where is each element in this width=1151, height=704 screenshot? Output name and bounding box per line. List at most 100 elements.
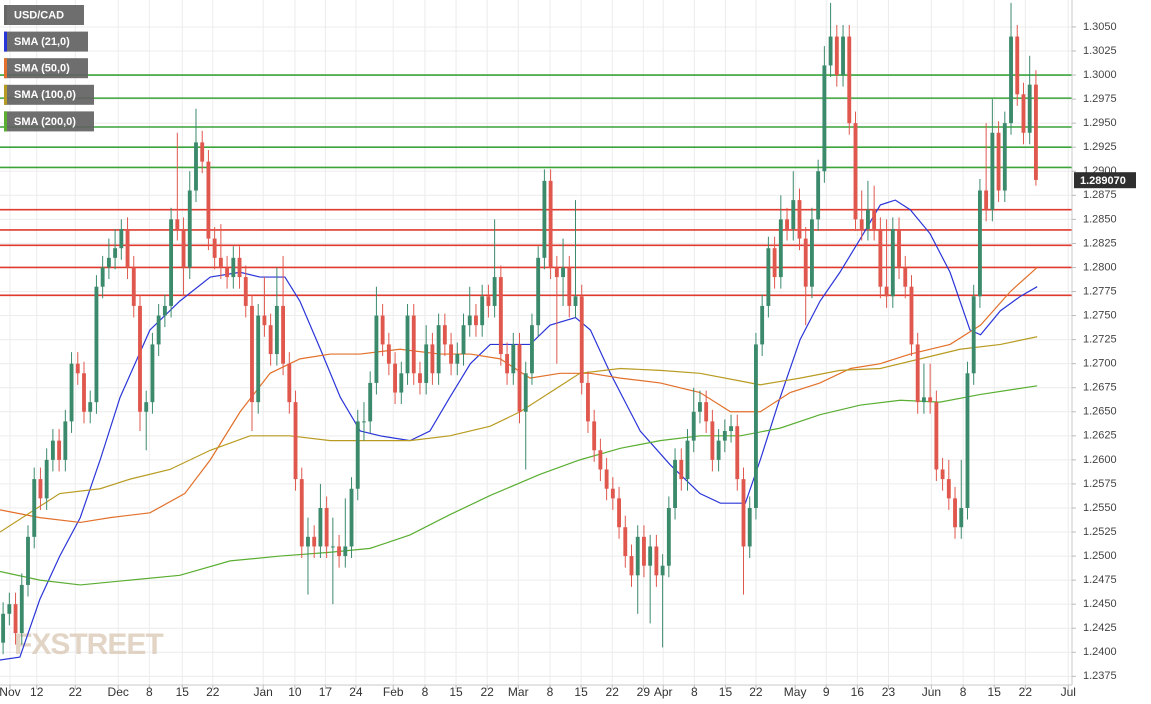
candle-body [797,200,802,239]
y-tick-label: 1.2725 [1083,334,1117,346]
candle-body [63,421,68,460]
candle-body [1015,36,1020,95]
x-tick-label: 15 [574,685,588,699]
candle-body [418,373,422,383]
y-tick-label: 1.2775 [1083,285,1117,297]
candle-body [299,479,304,547]
last-price-label: 1.289070 [1080,175,1126,187]
x-tick-label: Apr [654,685,673,699]
candle-body [666,507,671,566]
candle-body [685,440,690,480]
candle-body [610,488,615,499]
candle-body [554,267,559,278]
legend-box [4,84,94,105]
candle-body [492,277,497,306]
x-tick-label: 12 [30,685,44,699]
candle-body [293,402,298,480]
candle-body [100,267,105,287]
candle-body [953,498,957,528]
candle-body [841,36,845,76]
candle-body [181,228,186,268]
candle-body [125,228,130,268]
candle-body [355,421,360,489]
candle-body [654,546,659,576]
candle-body [673,459,677,508]
candle-body [318,507,323,547]
candle-body [579,296,584,383]
y-tick-label: 1.2675 [1083,382,1117,394]
candle-body [94,286,99,403]
candle-body [872,209,877,229]
x-tick-label: Dec [108,685,129,699]
candle-body [890,228,895,297]
candle-body [337,546,342,557]
candle-body [642,536,646,566]
candle-body [32,479,37,537]
y-tick-label: 1.3025 [1083,45,1117,57]
y-tick-label: 1.2450 [1083,598,1117,610]
legend-label: SMA (50,0) [14,63,70,75]
candle-body [131,267,136,306]
candle-body [592,421,597,451]
y-tick-label: 1.2825 [1083,237,1117,249]
candle-body [816,171,821,220]
last-price-box [1074,172,1136,189]
y-tick-label: 1.2575 [1083,478,1117,490]
candle-body [946,479,951,499]
watermark: FXSTREET [14,628,163,661]
legend-swatch [4,31,7,52]
candle-body [704,402,709,422]
y-tick-label: 1.2700 [1083,358,1117,370]
candle-body [928,397,933,403]
x-tick-label: 23 [882,685,896,699]
candle-body [1021,94,1026,133]
sma-line [0,385,1038,586]
legend-box [4,5,84,25]
candle-body [536,257,541,326]
candle-body [884,286,889,297]
candle-body [803,238,808,287]
y-tick-label: 1.2400 [1083,646,1117,658]
y-tick-label: 1.2950 [1083,117,1117,129]
x-tick-label: 24 [349,685,363,699]
candle-body [1009,36,1013,124]
candle-body [623,527,628,557]
candle-body [859,219,864,229]
candle-body [971,296,976,374]
candle-body [287,363,292,403]
x-tick-label: 15 [176,685,190,699]
candle-body [119,228,124,249]
candle-body [629,556,634,576]
candle-body [1002,123,1007,191]
candle-body [498,277,503,355]
candle-body [449,344,454,364]
candle-body [368,382,373,422]
candle-body [113,248,118,258]
candle-body [19,584,24,634]
x-tick-label: 22 [606,685,620,699]
candle-body [82,373,86,412]
candle-body [847,36,852,124]
candle-body [834,36,839,76]
y-tick-label: 1.3050 [1083,21,1117,33]
candle-body [442,325,447,345]
x-tick-label: Nov [0,685,21,699]
candle-body [474,315,478,326]
legend-swatch [4,5,7,25]
candle-body [343,546,348,557]
x-tick-label: 16 [851,685,865,699]
legend-label: SMA (200,0) [14,116,76,128]
candle-body [511,344,516,374]
candle-body [530,325,534,374]
x-tick-label: 22 [69,685,83,699]
candle-body [604,469,609,489]
candle-body [878,228,883,287]
candle-body [729,426,733,432]
candle-body [865,209,870,229]
candle-body [598,450,603,470]
candle-body [69,363,74,422]
candle-body [1033,84,1038,180]
candle-body [984,190,989,210]
y-tick-label: 1.3000 [1083,69,1117,81]
